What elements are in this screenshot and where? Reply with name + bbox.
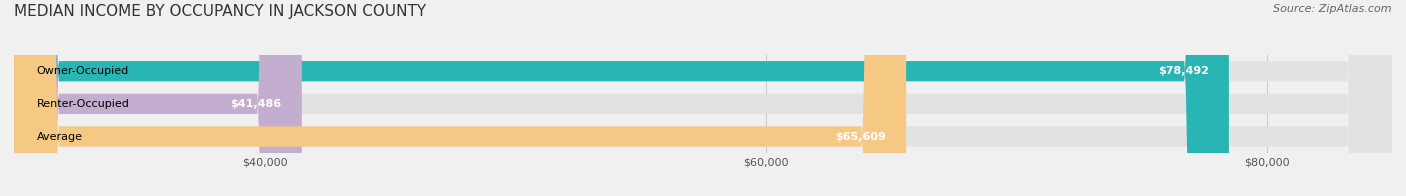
- Text: Average: Average: [37, 132, 83, 142]
- Text: $41,486: $41,486: [231, 99, 281, 109]
- FancyBboxPatch shape: [14, 0, 1392, 196]
- Text: $78,492: $78,492: [1159, 66, 1209, 76]
- FancyBboxPatch shape: [14, 0, 1392, 196]
- Text: $65,609: $65,609: [835, 132, 886, 142]
- Text: Owner-Occupied: Owner-Occupied: [37, 66, 129, 76]
- FancyBboxPatch shape: [14, 0, 905, 196]
- Text: MEDIAN INCOME BY OCCUPANCY IN JACKSON COUNTY: MEDIAN INCOME BY OCCUPANCY IN JACKSON CO…: [14, 4, 426, 19]
- Text: Renter-Occupied: Renter-Occupied: [37, 99, 129, 109]
- FancyBboxPatch shape: [14, 0, 302, 196]
- FancyBboxPatch shape: [14, 0, 1392, 196]
- FancyBboxPatch shape: [14, 0, 1229, 196]
- Text: Source: ZipAtlas.com: Source: ZipAtlas.com: [1274, 4, 1392, 14]
